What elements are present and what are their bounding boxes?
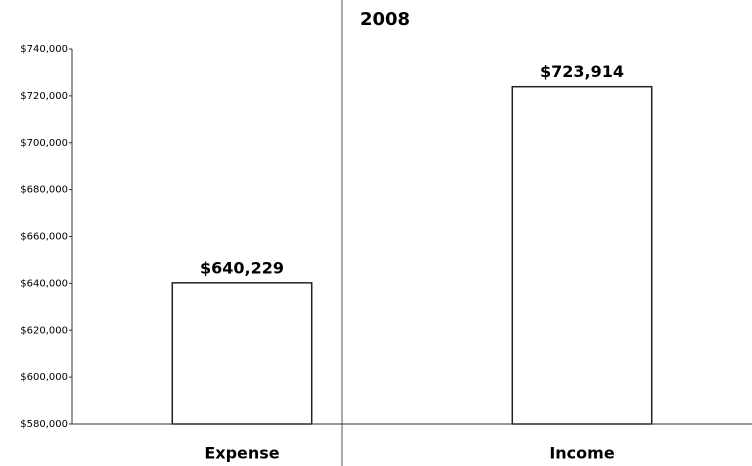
y-tick-label: $680,000 <box>20 185 68 196</box>
bar <box>511 85 653 425</box>
x-tick-label: Income <box>549 444 614 463</box>
y-tick-label: $720,000 <box>20 91 68 102</box>
value-label: $640,229 <box>200 258 284 277</box>
x-tick-label: Expense <box>204 444 279 463</box>
y-tick-label: $620,000 <box>20 325 68 336</box>
y-tick-label: $580,000 <box>20 419 68 430</box>
y-tick-label: $700,000 <box>20 138 68 149</box>
y-tick-label: $740,000 <box>20 44 68 55</box>
bar <box>171 282 313 425</box>
chart-title: 2008 <box>360 9 410 30</box>
y-tick-label: $660,000 <box>20 232 68 243</box>
y-tick-label: $600,000 <box>20 372 68 383</box>
y-tick-label: $640,000 <box>20 278 68 289</box>
value-label: $723,914 <box>540 62 624 81</box>
